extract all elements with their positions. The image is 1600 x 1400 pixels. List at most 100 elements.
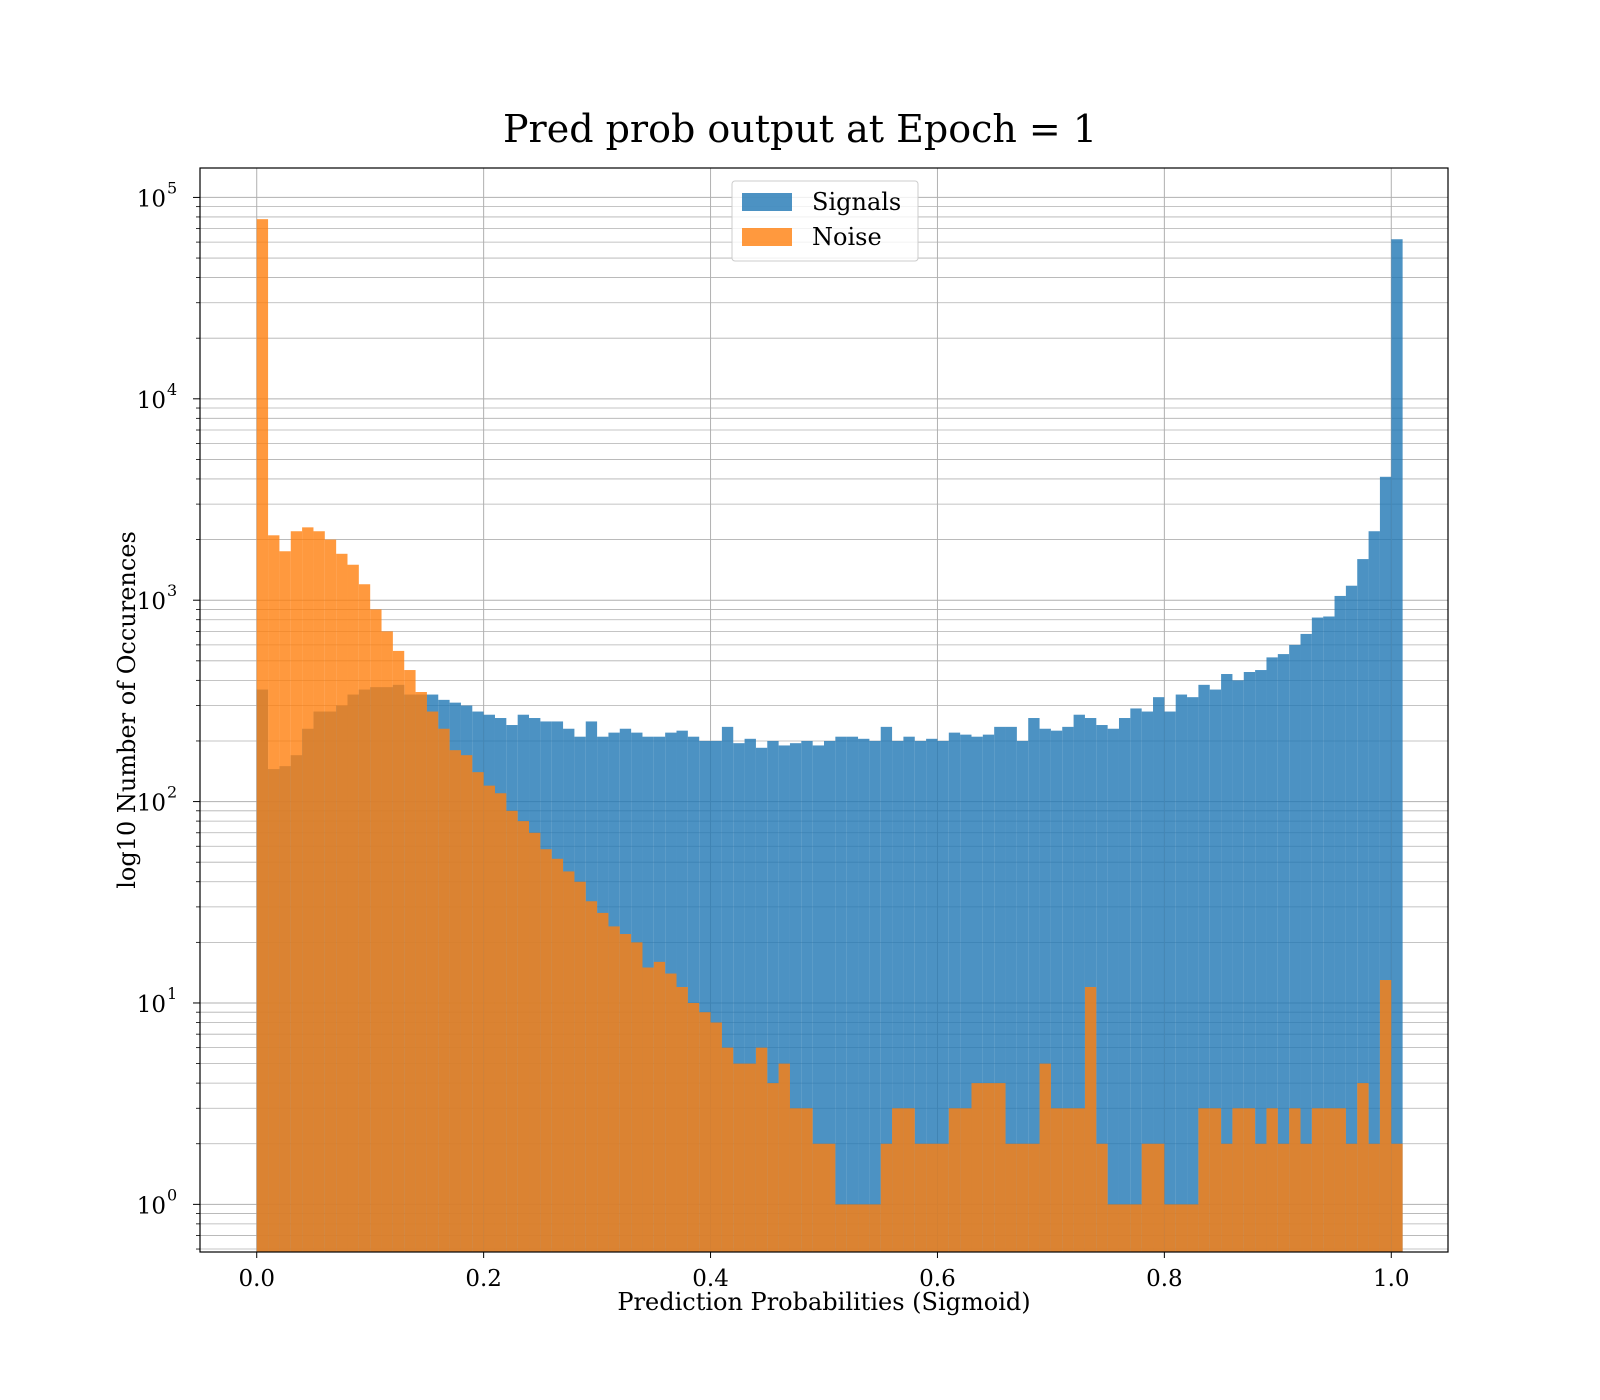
noise-bar (449, 750, 461, 1252)
legend: Signals Noise (731, 180, 919, 262)
noise-bar (948, 1108, 961, 1252)
noise-bar (336, 553, 348, 1252)
signals-bar (937, 740, 949, 1252)
y-axis-label: log10 Number of Occurences (113, 531, 141, 889)
noise-bar (1153, 1143, 1165, 1252)
signals-bar (1118, 718, 1131, 1252)
noise-bar (1118, 1204, 1131, 1252)
signals-bar (926, 738, 938, 1252)
signals-bar (1164, 711, 1176, 1252)
signals-bar (1221, 674, 1233, 1252)
noise-bar (665, 973, 677, 1252)
noise-bar (1255, 1143, 1267, 1252)
signals-bar (1311, 617, 1324, 1252)
x-tick-label: 1.0 (1373, 1266, 1410, 1292)
noise-bar (846, 1204, 859, 1252)
noise-bar (438, 728, 450, 1252)
noise-bar (1300, 1143, 1312, 1252)
noise-bar (302, 527, 314, 1252)
x-tick-label: 0.6 (919, 1266, 956, 1292)
noise-bar (1379, 980, 1392, 1252)
legend-label-noise: Noise (812, 223, 882, 251)
noise-bar (1062, 1108, 1074, 1252)
noise-bar (755, 1047, 768, 1252)
noise-bar (789, 1108, 802, 1252)
noise-bar (1243, 1108, 1256, 1252)
signals-bar (824, 740, 836, 1252)
y-tick-exponent: 1 (167, 984, 177, 1003)
noise-bar (744, 1063, 756, 1252)
y-tick-exponent: 4 (167, 380, 177, 399)
noise-bar (563, 871, 575, 1252)
noise-bar (404, 670, 416, 1252)
signals-bar (1289, 644, 1301, 1252)
y-tick-label: 10 (137, 791, 166, 817)
noise-bar (892, 1108, 904, 1252)
signals-bar (1084, 718, 1097, 1252)
noise-bar (1073, 1108, 1085, 1252)
signals-bar (721, 726, 734, 1252)
signals-bar (1062, 726, 1074, 1252)
signals-bar (1277, 654, 1290, 1252)
signals-bar (1005, 726, 1017, 1252)
signals-bar (801, 740, 813, 1252)
x-axis-label: Prediction Probabilities (Sigmoid) (617, 1288, 1030, 1316)
signals-bar (1130, 708, 1142, 1252)
noise-bar (642, 967, 654, 1252)
legend-label-signals: Signals (812, 188, 901, 216)
signals-bar (1073, 714, 1085, 1252)
noise-bar (1141, 1143, 1154, 1252)
noise-bar (1323, 1108, 1335, 1252)
y-tick-exponent: 3 (167, 581, 177, 600)
noise-bar (1039, 1063, 1051, 1252)
noise-bar (733, 1063, 745, 1252)
signals-bar (1096, 725, 1108, 1252)
signals-bar (903, 736, 915, 1252)
noise-bar (608, 926, 620, 1252)
signals-bar (699, 740, 711, 1252)
noise-bar (551, 858, 564, 1252)
noise-bar (256, 219, 269, 1253)
noise-bar (381, 631, 393, 1252)
signals-bar (880, 726, 893, 1252)
noise-bar (1221, 1143, 1233, 1252)
noise-bar (1187, 1204, 1199, 1252)
noise-bar (653, 961, 666, 1252)
noise-bar (619, 934, 632, 1252)
noise-bar (1107, 1204, 1119, 1252)
signals-bar (994, 726, 1006, 1252)
signals-bar (858, 738, 870, 1252)
noise-bar (801, 1108, 813, 1252)
noise-bar (903, 1108, 915, 1252)
noise-bar (279, 551, 291, 1252)
signals-bar (789, 743, 802, 1252)
noise-bar (506, 810, 518, 1252)
legend-swatch-noise (742, 228, 792, 246)
noise-bar (494, 793, 507, 1252)
noise-bar (597, 912, 609, 1252)
noise-bar (540, 849, 552, 1252)
noise-bar (574, 881, 586, 1252)
x-tick-label: 0.0 (238, 1266, 275, 1292)
noise-bar (994, 1083, 1006, 1252)
signals-bar (892, 740, 904, 1252)
noise-bar (1175, 1204, 1188, 1252)
plot-frame (199, 167, 1449, 1253)
x-tick-label: 0.4 (692, 1266, 729, 1292)
noise-bar (1096, 1143, 1108, 1252)
signals-bar (835, 736, 847, 1252)
x-axis-ticks: 0.0 0.2 0.4 0.6 0.8 1.0 (238, 1252, 1410, 1292)
signals-bar (1028, 718, 1040, 1252)
noise-bar (835, 1204, 847, 1252)
noise-bar (699, 1012, 711, 1252)
signals-bar (1153, 697, 1165, 1252)
noise-bars (256, 219, 1403, 1253)
chart-title: Pred prob output at Epoch = 1 (503, 107, 1097, 151)
signals-bar (1266, 657, 1278, 1252)
noise-bar (778, 1063, 790, 1252)
signals-bar (1391, 239, 1403, 1252)
noise-bar (767, 1083, 779, 1252)
signals-bar (744, 738, 756, 1252)
signals-bar (914, 740, 927, 1252)
